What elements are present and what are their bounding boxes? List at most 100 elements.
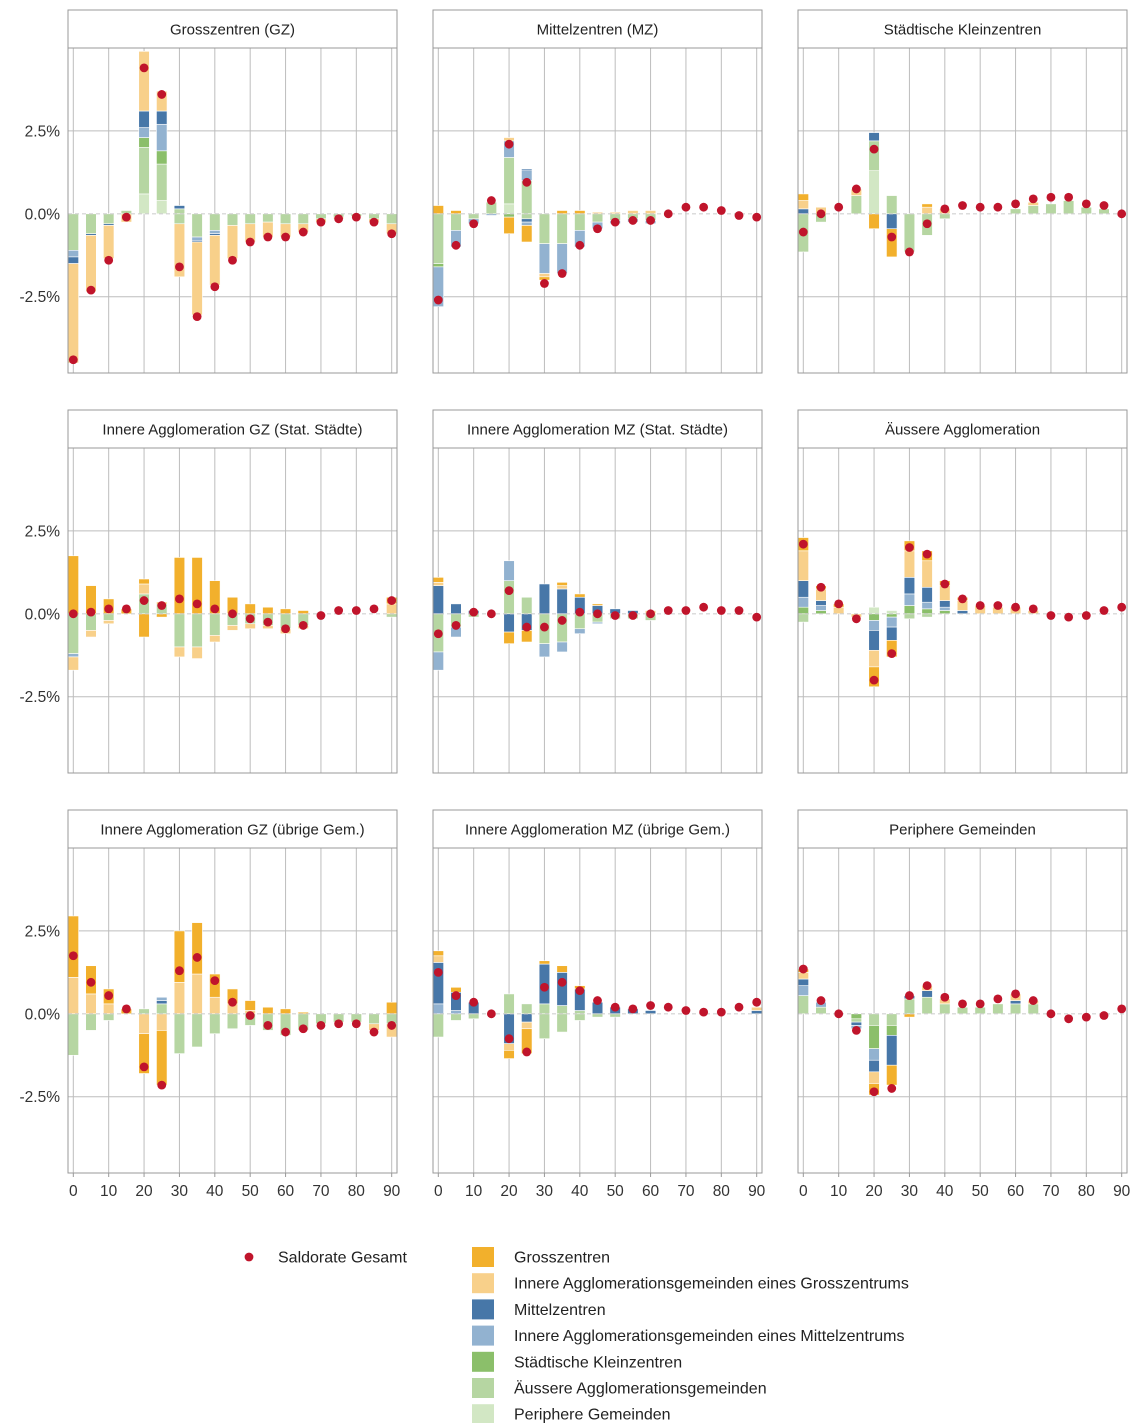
saldorate-point — [887, 1084, 897, 1093]
saldorate-point — [486, 1009, 496, 1019]
bar-segment-iamz — [156, 996, 168, 1001]
saldorate-point — [104, 991, 114, 1000]
bar-segment-iamz — [868, 1048, 880, 1061]
saldorate-point — [175, 594, 184, 604]
panel-strip — [797, 9, 1128, 49]
bar-segment-iamz — [521, 221, 533, 226]
bar-segment-gz — [797, 193, 809, 201]
x-tick-label: 20 — [865, 1183, 883, 1200]
bar-segment-mz — [138, 110, 150, 128]
bar-segment-mz — [868, 1059, 880, 1073]
saldorate-point — [228, 255, 237, 265]
legend-label: Innere Agglomerationsgemeinden eines Gro… — [514, 1276, 909, 1293]
saldorate-point — [975, 999, 985, 1009]
bar-segment-mz — [538, 583, 551, 615]
panel-strip — [432, 409, 763, 449]
bar-segment-aa — [244, 213, 256, 225]
bar-segment-aa — [850, 195, 862, 215]
saldorate-point — [1011, 989, 1020, 999]
bar-segment-gz — [921, 203, 933, 208]
saldorate-point — [334, 214, 344, 224]
saldorate-point — [157, 1080, 167, 1090]
bar-segment-iamz — [903, 593, 916, 606]
saldorate-point — [905, 543, 914, 552]
legend-swatch — [472, 1404, 494, 1423]
legend-item-iagz: Innere Agglomerationsgemeinden eines Gro… — [472, 1273, 909, 1294]
bar-segment-iagz — [432, 955, 444, 963]
bar-segment-aa — [1027, 205, 1039, 215]
legend-label: Äussere Agglomerationsgemeinden — [514, 1380, 767, 1398]
saldorate-point — [451, 621, 461, 630]
bar-segment-iamz — [191, 236, 203, 241]
x-tick-label: 50 — [972, 1183, 990, 1200]
legend-item-pg: Periphere Gemeinden — [472, 1404, 671, 1423]
x-tick-label: 30 — [536, 1183, 554, 1200]
saldorate-point — [646, 1001, 655, 1010]
legend-item-sk: Städtische Kleinzentren — [472, 1351, 682, 1372]
saldorate-point — [504, 139, 514, 149]
x-tick-label: 30 — [901, 1183, 919, 1200]
bar-segment-aa — [939, 1003, 951, 1015]
bar-segment-aa — [556, 213, 568, 244]
saldorate-point — [798, 964, 808, 974]
bar-segment-aa — [191, 213, 203, 238]
saldorate-point — [816, 582, 826, 592]
bar-segment-gz — [432, 577, 444, 583]
bar-segment-iamz — [538, 243, 551, 274]
panel-title: Innere Agglomeration MZ (übrige Gem.) — [465, 822, 730, 839]
saldorate-point — [851, 1025, 861, 1035]
saldorate-point — [905, 247, 914, 257]
bar-segment-aa — [173, 1013, 186, 1054]
legend-swatch — [472, 1351, 494, 1372]
saldorate-point — [175, 262, 184, 272]
panel-title: Städtische Kleinzentren — [884, 22, 1042, 39]
bar-segment-iamz — [921, 601, 933, 610]
bar-segment-iamz — [939, 606, 951, 611]
saldorate-point — [798, 227, 808, 237]
saldorate-point — [752, 612, 762, 622]
bar-segment-gz — [386, 1001, 398, 1015]
bar-segment-gz — [538, 960, 551, 965]
saldorate-point — [816, 996, 826, 1005]
saldorate-point — [593, 609, 602, 619]
saldorate-point — [540, 622, 549, 632]
saldorate-point — [699, 1007, 709, 1017]
saldorate-point — [646, 609, 655, 619]
bar-segment-gz — [503, 1049, 515, 1059]
saldorate-point — [1081, 1012, 1091, 1022]
bar-segment-mz — [903, 577, 916, 595]
bar-segment-gz — [173, 930, 186, 983]
saldorate-point — [699, 202, 709, 212]
bar-segment-iamz — [797, 596, 809, 608]
legend-item-iamz: Innere Agglomerationsgemeinden eines Mit… — [472, 1325, 904, 1346]
saldorate-point — [1099, 201, 1109, 210]
bar-segment-iamz — [67, 653, 79, 658]
bar-segment-aa — [138, 1008, 150, 1015]
bar-segment-sk — [921, 608, 933, 615]
bar-segment-iamz — [432, 1003, 444, 1015]
saldorate-point — [610, 1002, 620, 1012]
bar-segment-gz — [503, 631, 515, 644]
panel-title: Innere Agglomeration GZ (Stat. Städte) — [102, 422, 362, 439]
legend-point-key — [244, 1252, 254, 1262]
saldorate-point — [351, 1019, 361, 1029]
panel-border — [67, 847, 398, 1174]
legend-item-mz: Mittelzentren — [472, 1299, 606, 1320]
plot-area — [433, 48, 762, 373]
bar-segment-iagz — [209, 635, 221, 643]
bar-segment-gz — [244, 603, 256, 615]
saldorate-point — [628, 216, 638, 225]
bar-segment-gz — [262, 606, 274, 615]
saldorate-point — [139, 1062, 149, 1072]
panel-title: Periphere Gemeinden — [889, 822, 1036, 839]
saldorate-point — [752, 997, 762, 1007]
saldorate-point — [486, 609, 496, 619]
bar-segment-iagz — [538, 273, 551, 278]
panel-strip — [67, 809, 398, 849]
bar-segment-aa — [209, 613, 221, 636]
saldorate-point — [1064, 192, 1074, 202]
bar-segment-iagz — [191, 973, 203, 1015]
bar-segment-iagz — [386, 603, 398, 615]
bar-segment-gz — [574, 593, 586, 598]
